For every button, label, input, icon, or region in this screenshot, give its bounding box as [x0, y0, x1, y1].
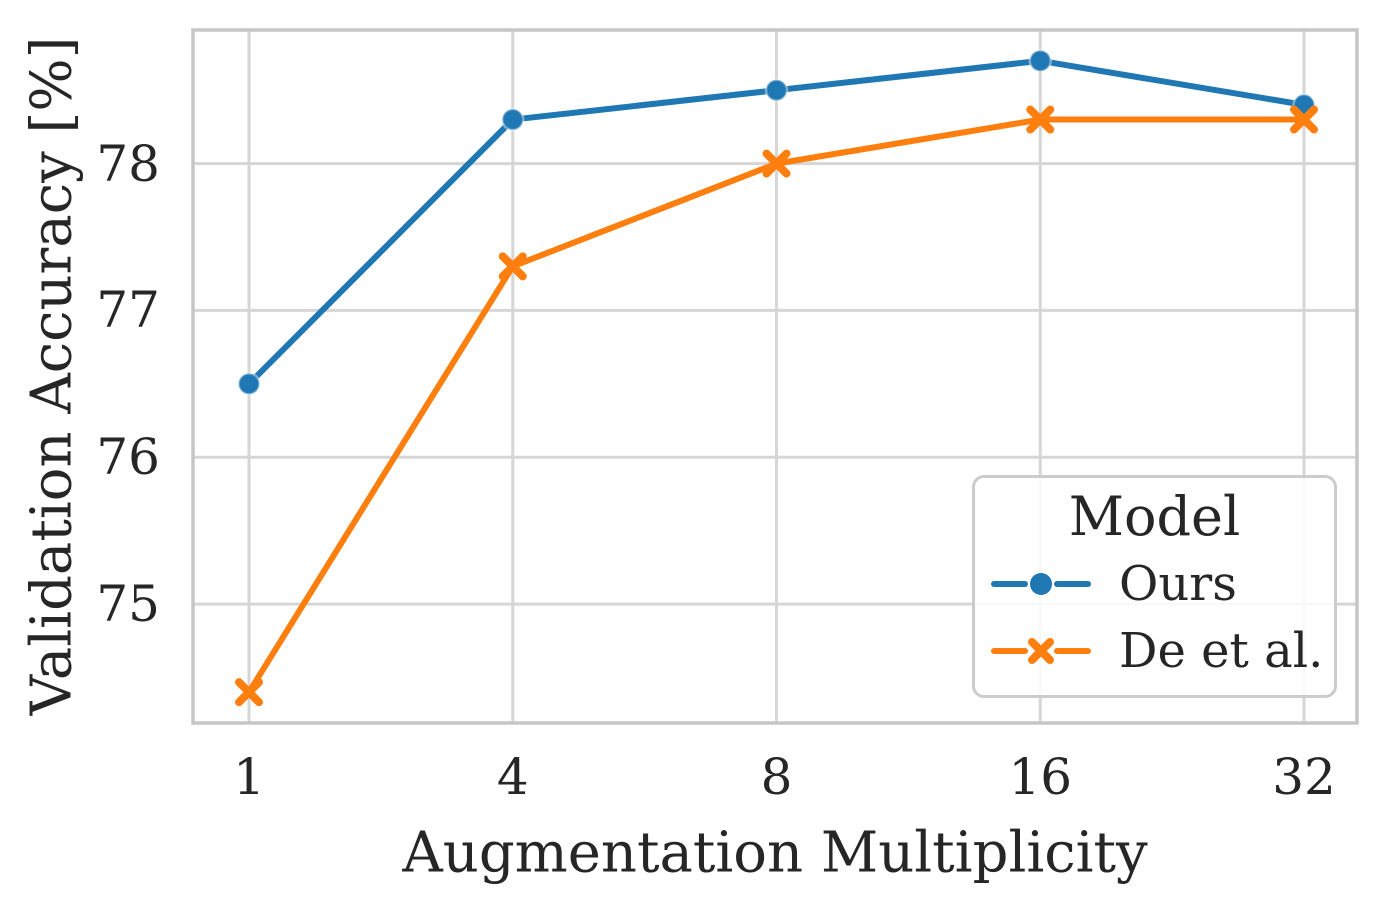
data-point-de-et-al	[235, 678, 263, 707]
x-tick-label-16: 16	[1008, 748, 1073, 806]
data-point-ours	[764, 78, 789, 102]
legend-item-ours: Ours	[989, 550, 1320, 618]
y-tick-label-77: 77	[96, 281, 160, 340]
data-point-de-et-al	[1290, 105, 1318, 134]
data-point-de-et-al	[762, 149, 791, 178]
x-axis-label: Augmentation Multiplicity	[402, 820, 1148, 886]
series-de-et-al	[235, 105, 1318, 707]
x-tick-label-32: 32	[1272, 748, 1336, 806]
x-tick-label-1: 1	[233, 748, 265, 806]
data-point-de-et-al	[498, 252, 527, 281]
y-axis-label: Validation Accuracy [%]	[19, 36, 85, 716]
data-point-ours	[501, 107, 525, 132]
legend-label-de-et-al: De et al.	[1119, 623, 1324, 680]
data-point-ours	[237, 372, 261, 396]
plot-border	[191, 28, 1359, 725]
y-tick-label-76: 76	[96, 428, 160, 487]
x-tick-label-4: 4	[496, 748, 529, 806]
data-point-ours	[1028, 49, 1052, 73]
y-tick-label-78: 78	[96, 134, 160, 193]
legend-label-ours: Ours	[1119, 555, 1237, 612]
line-circle-marker-icon	[991, 572, 1091, 595]
legend-title: Model	[1068, 485, 1241, 548]
legend-item-de-et-al: De et al.	[989, 618, 1324, 686]
data-point-de-et-al	[1026, 105, 1055, 134]
x-tick-label-8: 8	[760, 748, 793, 806]
line-x-marker-icon	[991, 638, 1091, 665]
legend: Model Ours De et al.	[972, 475, 1337, 698]
y-tick-label-75: 75	[96, 575, 160, 634]
